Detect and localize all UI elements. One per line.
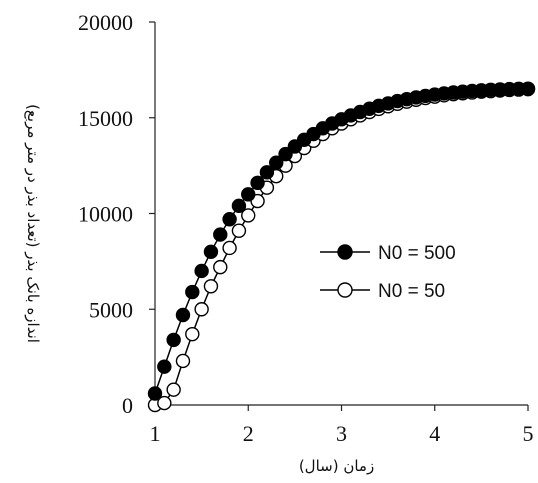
y-tick-label: 20000 [78, 10, 133, 35]
axes [154, 22, 528, 406]
legend-item: N0 = 50 [320, 281, 445, 302]
y-tick-label: 5000 [89, 297, 133, 322]
series-n0-500 [147, 81, 536, 401]
data-point [250, 175, 265, 191]
legend-label: N0 = 500 [378, 243, 456, 264]
legend-item: N0 = 500 [320, 243, 456, 264]
data-point [241, 208, 256, 223]
data-point [175, 353, 191, 369]
x-tick-label: 4 [429, 421, 440, 446]
data-point [157, 359, 172, 374]
series-line [154, 87, 529, 394]
data-point [194, 263, 209, 279]
data-point [231, 223, 247, 238]
data-point [185, 326, 200, 342]
legend-marker [337, 244, 353, 260]
data-point [231, 198, 247, 214]
y-axis-ticks: 0 5000 10000 15000 20000 [78, 10, 155, 418]
x-tick-label: 5 [523, 421, 534, 446]
x-axis-ticks: 1 2 3 4 5 [150, 405, 534, 446]
data-point [157, 395, 172, 411]
data-point [175, 307, 191, 323]
data-point [259, 165, 275, 180]
data-point [203, 244, 219, 260]
data-point [166, 332, 181, 348]
data-point [222, 240, 237, 256]
legend: N0 = 500 N0 = 50 [320, 243, 456, 302]
y-tick-label: 10000 [78, 202, 133, 227]
data-point [185, 284, 200, 300]
data-point [166, 382, 181, 397]
legend-label: N0 = 50 [378, 281, 445, 302]
y-axis-title: اندازه بانک بذر (تعداد بذر در متر مربع) [24, 104, 42, 343]
data-point [278, 146, 293, 162]
x-tick-label: 2 [243, 421, 254, 446]
series-layer [147, 81, 536, 413]
data-point [213, 227, 228, 242]
x-tick-label: 3 [336, 421, 347, 446]
data-point [203, 279, 219, 294]
data-point [213, 259, 228, 275]
data-point [147, 386, 163, 401]
legend-marker [337, 282, 353, 298]
y-tick-label: 15000 [78, 106, 133, 131]
data-point [520, 81, 536, 96]
data-point [194, 302, 209, 317]
data-point [269, 155, 284, 170]
data-point [241, 187, 256, 202]
x-axis-title: زمان (سال) [299, 457, 374, 475]
y-tick-label: 0 [122, 393, 133, 418]
x-tick-label: 1 [150, 421, 161, 446]
data-point [222, 212, 237, 227]
